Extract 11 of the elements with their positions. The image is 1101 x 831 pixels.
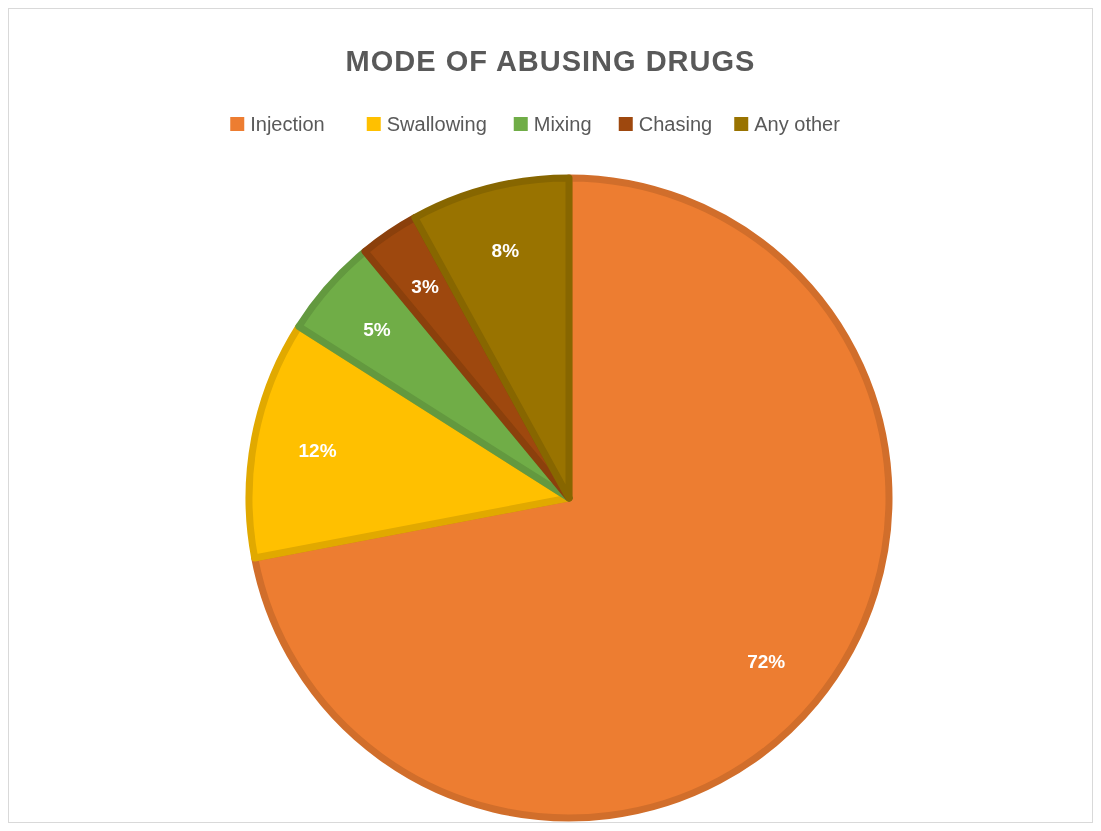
data-label: 72%	[747, 651, 786, 673]
chart-title: MODE OF ABUSING DRUGS	[345, 45, 756, 77]
legend-label: Swallowing	[386, 113, 487, 135]
data-label: 5%	[363, 318, 391, 340]
legend-label: Mixing	[533, 113, 592, 135]
legend-label: Injection	[250, 113, 325, 135]
data-label: 3%	[411, 276, 439, 298]
data-label: 8%	[491, 240, 520, 262]
data-label: 12%	[298, 440, 337, 462]
legend-label: Chasing	[638, 113, 713, 135]
legend-label: Any other	[754, 113, 841, 135]
